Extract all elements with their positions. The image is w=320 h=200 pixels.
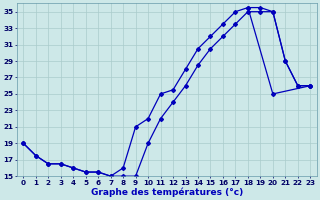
X-axis label: Graphe des températures (°c): Graphe des températures (°c) xyxy=(91,187,243,197)
